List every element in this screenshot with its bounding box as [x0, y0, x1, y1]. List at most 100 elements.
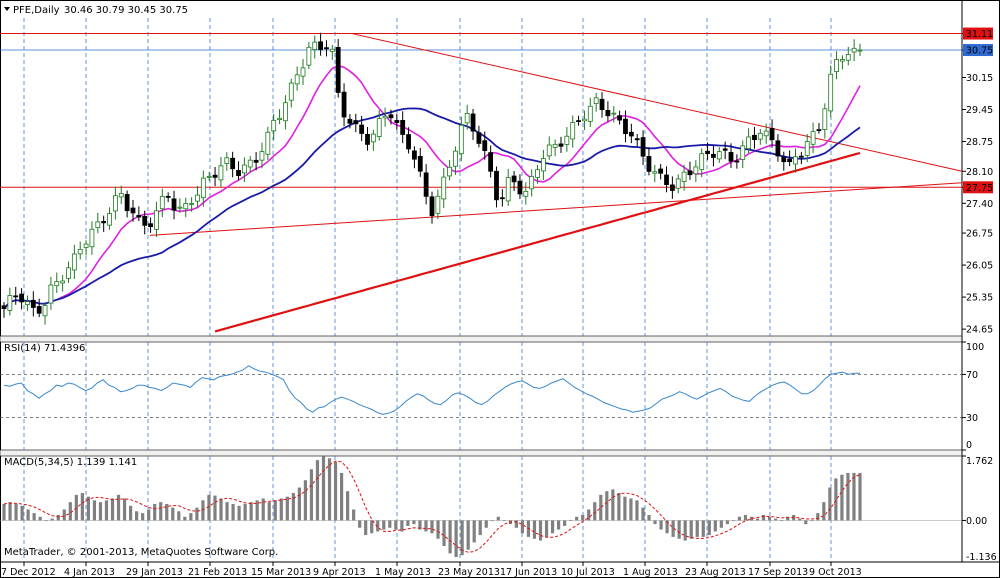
candle-body[interactable]: [716, 151, 722, 160]
candle-body[interactable]: [165, 195, 171, 198]
candle-body[interactable]: [417, 156, 423, 172]
macd-histogram-bar[interactable]: [376, 520, 380, 532]
ma-slow-line[interactable]: [214, 151, 861, 333]
candle-body[interactable]: [412, 150, 417, 160]
macd-histogram-bar[interactable]: [424, 520, 428, 532]
candle-body[interactable]: [183, 203, 189, 210]
candle-body[interactable]: [265, 131, 271, 155]
macd-histogram-bar[interactable]: [261, 498, 265, 521]
candle-body[interactable]: [365, 134, 370, 145]
candle-body[interactable]: [206, 176, 212, 178]
candle-body[interactable]: [728, 152, 734, 162]
candle-body[interactable]: [687, 170, 693, 176]
candle-body[interactable]: [511, 175, 517, 183]
macd-histogram-bar[interactable]: [822, 502, 826, 521]
candle-body[interactable]: [693, 166, 699, 175]
macd-histogram-bar[interactable]: [472, 520, 476, 543]
candle-body[interactable]: [370, 133, 376, 143]
candle-body[interactable]: [341, 91, 347, 118]
candle-body[interactable]: [54, 281, 60, 287]
candle-body[interactable]: [845, 54, 851, 61]
macd-histogram-bar[interactable]: [786, 516, 790, 521]
macd-histogram-bar[interactable]: [86, 496, 90, 521]
macd-histogram-bar[interactable]: [593, 502, 597, 521]
macd-histogram-bar[interactable]: [804, 520, 808, 525]
candle-body[interactable]: [769, 128, 775, 141]
macd-histogram-bar[interactable]: [303, 480, 308, 521]
candle-body[interactable]: [218, 165, 224, 181]
candle-body[interactable]: [458, 124, 464, 155]
candle-body[interactable]: [429, 196, 435, 217]
candle-body[interactable]: [699, 153, 705, 170]
macd-histogram-bar[interactable]: [388, 520, 392, 528]
macd-histogram-bar[interactable]: [219, 498, 223, 521]
macd-histogram-bar[interactable]: [798, 518, 802, 521]
macd-histogram-bar[interactable]: [370, 520, 374, 534]
macd-histogram-bar[interactable]: [490, 520, 494, 522]
macd-histogram-bar[interactable]: [774, 518, 778, 521]
candle-body[interactable]: [675, 178, 681, 189]
macd-histogram-bar[interactable]: [249, 502, 253, 521]
macd-histogram-bar[interactable]: [550, 520, 555, 534]
macd-histogram-bar[interactable]: [346, 491, 350, 521]
macd-histogram-bar[interactable]: [502, 520, 506, 522]
macd-histogram-bar[interactable]: [514, 520, 518, 528]
macd-histogram-bar[interactable]: [327, 458, 332, 521]
candle-body[interactable]: [816, 129, 822, 132]
candle-body[interactable]: [130, 207, 136, 214]
macd-histogram-bar[interactable]: [725, 520, 729, 525]
macd-histogram-bar[interactable]: [701, 520, 705, 537]
macd-histogram-bar[interactable]: [110, 498, 115, 521]
macd-histogram-bar[interactable]: [846, 472, 850, 521]
candle-body[interactable]: [42, 305, 48, 317]
candle-body[interactable]: [230, 157, 236, 170]
macd-histogram-bar[interactable]: [563, 520, 567, 526]
candle-body[interactable]: [652, 171, 658, 174]
macd-histogram-bar[interactable]: [659, 520, 663, 530]
candle-body[interactable]: [464, 113, 470, 124]
price-scale[interactable]: 31.11 30.75 30.15 29.45 28.75 28.10 27.75 27.40…: [962, 27, 997, 563]
macd-histogram-bar[interactable]: [116, 494, 121, 521]
candle-body[interactable]: [857, 49, 863, 52]
macd-histogram-bar[interactable]: [315, 460, 320, 521]
macd-histogram-bar[interactable]: [671, 520, 675, 537]
candle-body[interactable]: [711, 153, 716, 158]
candle-body[interactable]: [499, 197, 505, 200]
macd-histogram-bar[interactable]: [68, 502, 72, 521]
candle-body[interactable]: [752, 134, 757, 141]
macd-histogram-bar[interactable]: [183, 516, 187, 521]
macd-histogram-bar[interactable]: [279, 498, 283, 521]
macd-histogram-bar[interactable]: [104, 500, 109, 521]
candle-body[interactable]: [681, 171, 687, 182]
candle-body[interactable]: [669, 184, 675, 191]
candle-body[interactable]: [734, 160, 740, 163]
macd-histogram-bar[interactable]: [617, 493, 621, 521]
candle-body[interactable]: [376, 118, 382, 137]
macd-histogram-bar[interactable]: [635, 500, 639, 521]
candle-body[interactable]: [318, 41, 324, 50]
candle-body[interactable]: [25, 301, 30, 305]
candle-body[interactable]: [834, 59, 839, 72]
candle-body[interactable]: [394, 120, 400, 123]
macd-histogram-bar[interactable]: [321, 456, 326, 521]
macd-histogram-bar[interactable]: [743, 514, 748, 521]
candle-body[interactable]: [851, 47, 857, 53]
candle-body[interactable]: [136, 214, 142, 218]
candle-body[interactable]: [306, 46, 312, 66]
macd-plot[interactable]: [2, 456, 862, 558]
macd-histogram-bar[interactable]: [478, 520, 482, 536]
candle-body[interactable]: [171, 198, 177, 211]
macd-histogram-bar[interactable]: [56, 514, 60, 521]
macd-histogram-bar[interactable]: [623, 496, 627, 521]
candle-body[interactable]: [353, 120, 359, 125]
candle-body[interactable]: [617, 115, 623, 121]
macd-histogram-bar[interactable]: [665, 520, 669, 534]
macd-histogram-bar[interactable]: [755, 518, 760, 521]
candle-body[interactable]: [822, 108, 828, 131]
candle-body[interactable]: [447, 166, 452, 177]
candle-body[interactable]: [798, 155, 804, 158]
panel-separator-macd[interactable]: [0, 449, 963, 457]
candle-body[interactable]: [535, 169, 540, 178]
candle-body[interactable]: [71, 253, 77, 271]
